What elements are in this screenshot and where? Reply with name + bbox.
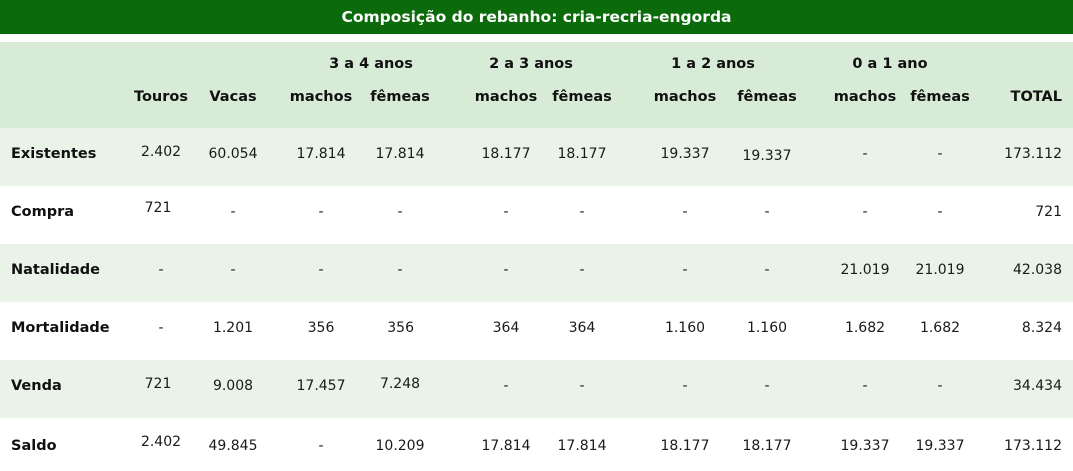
cell-femeas-1-2: 1.160: [746, 320, 788, 336]
cell-touros: 2.402: [140, 434, 182, 450]
cell-total: 34.434: [1013, 378, 1062, 394]
cell-machos-3-4: -: [318, 262, 324, 278]
cell-machos-3-4: 17.814: [296, 146, 346, 162]
cell-touros: 721: [144, 376, 172, 392]
cell-femeas-1-2: -: [764, 378, 770, 394]
title-gap: [0, 34, 1073, 42]
cell-machos-2-3: -: [503, 378, 509, 394]
cell-machos-0-1: 1.682: [844, 320, 886, 336]
cell-total: 42.038: [1013, 262, 1062, 278]
table-row: Natalidade - - - - - - - - 21.019 21.019…: [0, 244, 1073, 302]
col-header-femeas-3-4: fêmeas: [370, 89, 430, 105]
cell-machos-1-2: -: [682, 204, 688, 220]
cell-machos-3-4: -: [318, 438, 324, 454]
cell-machos-1-2: 1.160: [664, 320, 706, 336]
cell-femeas-1-2: 19.337: [742, 148, 792, 164]
cell-femeas-2-3: 18.177: [557, 146, 607, 162]
row-label: Existentes: [11, 146, 97, 162]
cell-vacas: -: [230, 204, 236, 220]
row-label: Mortalidade: [11, 320, 110, 336]
cell-femeas-3-4: 10.209: [375, 438, 425, 454]
cell-touros: -: [158, 320, 164, 336]
cell-vacas: 9.008: [212, 378, 254, 394]
cell-femeas-3-4: -: [397, 262, 403, 278]
cell-machos-2-3: 18.177: [481, 146, 531, 162]
cell-machos-1-2: -: [682, 378, 688, 394]
cell-femeas-2-3: -: [579, 378, 585, 394]
col-header-machos-3-4: machos: [289, 89, 353, 105]
cell-touros: 721: [144, 200, 172, 216]
cell-femeas-2-3: 364: [568, 320, 596, 336]
cell-touros: 2.402: [140, 144, 182, 160]
group-header-3-4: 3 a 4 anos: [329, 56, 413, 72]
cell-femeas-0-1: -: [937, 378, 943, 394]
cell-femeas-2-3: -: [579, 204, 585, 220]
cell-femeas-3-4: 7.248: [379, 376, 421, 392]
col-header-femeas-1-2: fêmeas: [737, 89, 797, 105]
cell-machos-3-4: -: [318, 204, 324, 220]
cell-machos-3-4: 356: [307, 320, 335, 336]
cell-femeas-0-1: 21.019: [915, 262, 965, 278]
cell-machos-1-2: -: [682, 262, 688, 278]
cell-total: 173.112: [1004, 438, 1062, 454]
table-header: 3 a 4 anos 2 a 3 anos 1 a 2 anos 0 a 1 a…: [0, 42, 1073, 128]
cell-vacas: 49.845: [208, 438, 258, 454]
cell-machos-0-1: -: [862, 378, 868, 394]
cell-femeas-3-4: 17.814: [375, 146, 425, 162]
cell-femeas-1-2: -: [764, 262, 770, 278]
cell-total: 173.112: [1004, 146, 1062, 162]
cell-total: 721: [1035, 204, 1062, 220]
group-header-1-2: 1 a 2 anos: [671, 56, 755, 72]
table-row: Compra 721 - - - - - - - - - 721: [0, 186, 1073, 244]
row-label: Compra: [11, 204, 75, 220]
cell-femeas-2-3: -: [579, 262, 585, 278]
row-label: Venda: [11, 378, 62, 394]
cell-femeas-0-1: 1.682: [919, 320, 961, 336]
table-row: Saldo 2.402 49.845 - 10.209 17.814 17.81…: [0, 418, 1073, 471]
cell-femeas-0-1: 19.337: [915, 438, 965, 454]
table-title: Composição do rebanho: cria-recria-engor…: [0, 0, 1073, 34]
cell-femeas-0-1: -: [937, 146, 943, 162]
cell-femeas-0-1: -: [937, 204, 943, 220]
table-row: Mortalidade - 1.201 356 356 364 364 1.16…: [0, 302, 1073, 360]
cell-machos-1-2: 18.177: [660, 438, 710, 454]
col-header-femeas-2-3: fêmeas: [552, 89, 612, 105]
col-header-vacas: Vacas: [209, 89, 257, 105]
cell-femeas-1-2: -: [764, 204, 770, 220]
cell-femeas-1-2: 18.177: [742, 438, 792, 454]
cell-vacas: 60.054: [208, 146, 258, 162]
col-header-touros: Touros: [134, 89, 188, 105]
cell-vacas: 1.201: [212, 320, 254, 336]
cell-machos-2-3: 364: [492, 320, 520, 336]
col-header-machos-0-1: machos: [833, 89, 897, 105]
cell-machos-0-1: -: [862, 146, 868, 162]
row-label: Natalidade: [11, 262, 100, 278]
col-header-total: TOTAL: [1010, 89, 1062, 105]
table-row: Existentes 2.402 60.054 17.814 17.814 18…: [0, 128, 1073, 186]
cell-machos-0-1: -: [862, 204, 868, 220]
cell-machos-0-1: 21.019: [840, 262, 890, 278]
group-header-0-1: 0 a 1 ano: [852, 56, 928, 72]
cell-femeas-2-3: 17.814: [557, 438, 607, 454]
cell-touros: -: [158, 262, 164, 278]
cell-femeas-3-4: 356: [387, 320, 414, 336]
cell-machos-3-4: 17.457: [296, 378, 346, 394]
row-label: Saldo: [11, 438, 57, 454]
col-header-femeas-0-1: fêmeas: [910, 89, 970, 105]
col-header-machos-1-2: machos: [653, 89, 717, 105]
col-header-machos-2-3: machos: [474, 89, 538, 105]
cell-total: 8.324: [1021, 320, 1062, 336]
cell-vacas: -: [230, 262, 236, 278]
cell-machos-1-2: 19.337: [660, 146, 710, 162]
cell-machos-2-3: 17.814: [481, 438, 531, 454]
cell-femeas-3-4: -: [397, 204, 403, 220]
cell-machos-2-3: -: [503, 204, 509, 220]
table-row: Venda 721 9.008 17.457 7.248 - - - - - -…: [0, 360, 1073, 418]
group-header-2-3: 2 a 3 anos: [489, 56, 573, 72]
cell-machos-2-3: -: [503, 262, 509, 278]
cell-machos-0-1: 19.337: [840, 438, 890, 454]
